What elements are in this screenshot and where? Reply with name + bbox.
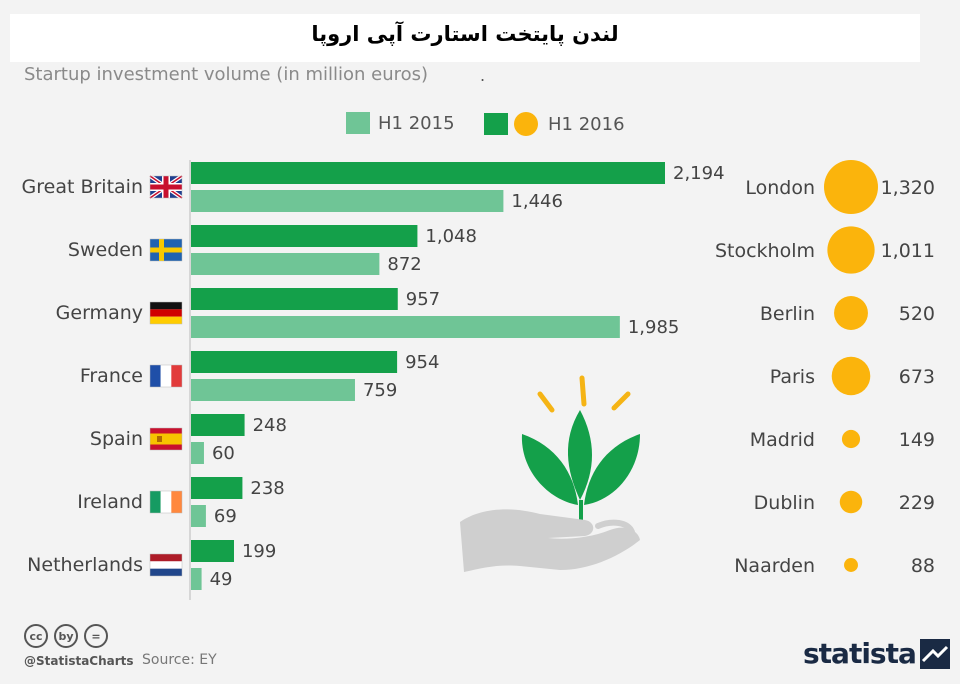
legend-dot-h1-2016 (514, 112, 538, 136)
value-label-h1-2015: 60 (212, 443, 235, 464)
legend-label-h1-2016: H1 2016 (548, 113, 625, 135)
city-label: Stockholm (715, 240, 815, 262)
legend-item-h1-2016: H1 2016 (484, 112, 625, 136)
city-bubble (839, 490, 863, 514)
country-label: Spain (90, 428, 143, 450)
ireland-flag-icon (149, 490, 183, 514)
country-label: Great Britain (22, 176, 143, 198)
plant-in-hand-icon (460, 375, 640, 572)
statista-logo: statista (803, 637, 950, 670)
bar-h1-2015 (191, 505, 206, 527)
statista-mark-icon (919, 638, 950, 669)
city-bubble (827, 226, 875, 274)
legend-swatch-h1-2016 (484, 113, 508, 135)
country-label: France (80, 365, 143, 387)
spain-flag-icon (149, 427, 183, 451)
value-label-h1-2016: 238 (250, 478, 284, 499)
value-label-h1-2016: 954 (405, 352, 439, 373)
sweden-flag-icon (149, 238, 183, 262)
bar-h1-2015 (191, 379, 355, 401)
license-icons: cc by = (24, 624, 108, 648)
city-value-label: 88 (911, 555, 935, 577)
city-label: Berlin (760, 303, 815, 325)
legend-swatch-h1-2015 (346, 112, 370, 134)
person-icon: by (54, 624, 78, 648)
bar-h1-2015 (191, 190, 504, 212)
city-label: London (745, 177, 815, 199)
city-label: Dublin (754, 492, 815, 514)
legend-item-h1-2015: H1 2015 (346, 112, 455, 134)
value-label-h1-2015: 69 (214, 506, 237, 527)
value-label-h1-2015: 1,446 (511, 191, 563, 212)
city-bubble (841, 429, 861, 449)
uk-flag-icon (148, 174, 184, 200)
bar-h1-2016 (191, 477, 243, 499)
value-label-h1-2015: 49 (210, 569, 233, 590)
chart-title: لندن پایتخت استارت آپی اروپا (311, 22, 619, 46)
city-value-label: 520 (899, 303, 935, 325)
value-label-h1-2015: 759 (363, 380, 397, 401)
source-note: Source: EY (142, 652, 217, 668)
twitter-handle: @StatistaCharts (24, 654, 134, 668)
city-value-label: 229 (899, 492, 935, 514)
value-label-h1-2016: 248 (253, 415, 287, 436)
bar-h1-2015 (191, 253, 380, 275)
netherlands-flag-icon (149, 553, 183, 577)
city-value-label: 1,320 (881, 177, 935, 199)
equals-icon: = (84, 624, 108, 648)
value-label-h1-2015: 1,985 (628, 317, 680, 338)
legend: H1 2015 H1 2016 (0, 112, 960, 142)
bar-h1-2015 (191, 568, 202, 590)
title-bar: لندن پایتخت استارت آپی اروپا (10, 14, 920, 62)
city-label: Naarden (734, 555, 815, 577)
subtitle-mark: . (480, 66, 486, 85)
city-label: Paris (770, 366, 815, 388)
city-label: Madrid (750, 429, 815, 451)
value-label-h1-2015: 872 (387, 254, 421, 275)
value-label-h1-2016: 1,048 (425, 226, 477, 247)
bar-h1-2016 (191, 351, 398, 373)
city-bubble (834, 296, 868, 330)
value-label-h1-2016: 2,194 (673, 163, 725, 184)
france-flag-icon (149, 364, 183, 388)
brand-name: statista (803, 637, 917, 670)
bar-h1-2016 (191, 225, 418, 247)
bar-h1-2016 (191, 162, 665, 184)
bar-h1-2016 (191, 414, 245, 436)
value-label-h1-2016: 199 (242, 541, 276, 562)
country-label: Ireland (77, 491, 143, 513)
city-value-label: 1,011 (881, 240, 935, 262)
bar-h1-2015 (191, 316, 620, 338)
bar-h1-2016 (191, 288, 398, 310)
country-label: Sweden (68, 239, 143, 261)
country-label: Netherlands (27, 554, 143, 576)
chart-subtitle: Startup investment volume (in million eu… (24, 64, 429, 85)
bar-h1-2016 (191, 540, 234, 562)
cc-icon: cc (24, 624, 48, 648)
value-label-h1-2016: 957 (406, 289, 440, 310)
germany-flag-icon (149, 301, 183, 325)
bar-h1-2015 (191, 442, 204, 464)
city-bubble (831, 356, 871, 396)
city-value-label: 673 (899, 366, 935, 388)
country-label: Germany (56, 302, 143, 324)
city-value-label: 149 (899, 429, 935, 451)
city-bubble (824, 160, 878, 214)
city-bubble (844, 558, 858, 572)
legend-label-h1-2015: H1 2015 (378, 112, 455, 134)
